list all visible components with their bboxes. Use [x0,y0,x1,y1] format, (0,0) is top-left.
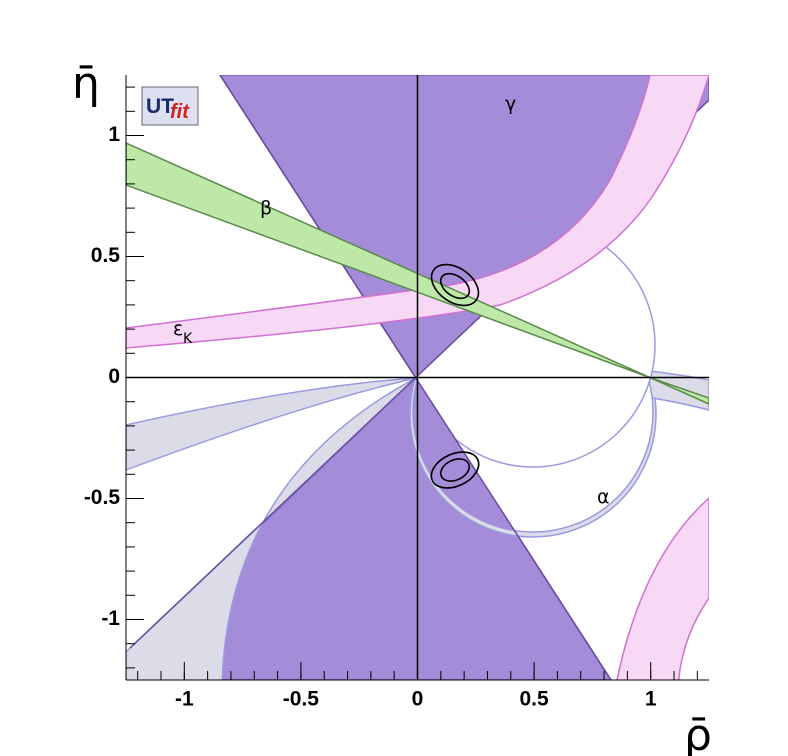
annotation: β [260,197,272,219]
regions [126,75,709,680]
x-tick-label: -0.5 [283,688,320,711]
annotation: α [597,486,610,508]
annotation-subscript: K [183,331,193,347]
y-tick-label: -1 [101,607,120,630]
y-tick-label: -0.5 [84,486,121,509]
y-tick-label: 0 [108,365,120,388]
logo-left: UT [146,95,174,118]
x-tick-label: 1 [645,688,657,711]
annotation: γ [505,93,516,115]
x-tick-label: 0 [412,688,424,711]
contour [430,263,480,489]
y-tick-label: 1 [108,123,120,146]
y-tick-label: 0.5 [91,244,121,267]
x-axis-label: ρ̄ [684,710,712,756]
logo-right: fit [170,101,190,123]
y-axis-label: η̄ [72,58,100,109]
x-tick-label: -1 [175,688,194,711]
annotation: ε [173,318,183,340]
logo-box [141,86,199,126]
x-tick-label: 0.5 [519,688,549,711]
epsilon-band [616,496,709,680]
